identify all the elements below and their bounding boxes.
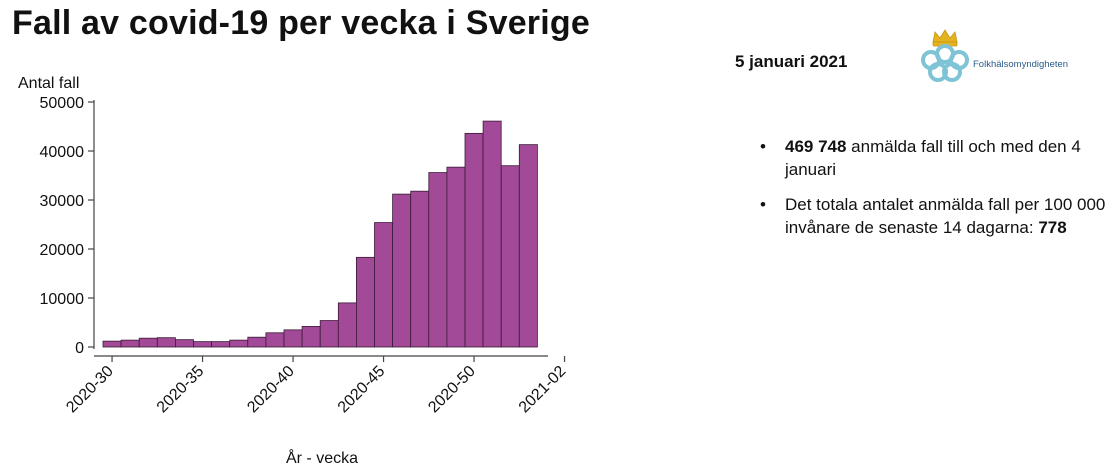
bar <box>229 339 249 348</box>
y-tick-label: 40000 <box>40 144 85 161</box>
page-title: Fall av covid-19 per vecka i Sverige <box>12 4 590 42</box>
weekly-cases-chart: Antal fall År - vecka 0 10000 20000 30000 40… <box>18 75 570 467</box>
bullet-incidence: • Det totala antalet anmälda fall per 10… <box>760 193 1110 239</box>
bullet-dot: • <box>760 195 766 214</box>
y-axis-label: Antal fall <box>18 75 79 92</box>
bar <box>156 337 176 348</box>
bar <box>500 165 520 348</box>
incidence-text: Det totala antalet anmälda fall per 100 … <box>785 195 1106 237</box>
report-date: 5 januari 2021 <box>735 52 848 71</box>
incidence-value: 778 <box>1038 218 1067 237</box>
bar <box>428 172 448 348</box>
logo-text: Folkhälsomyndigheten <box>973 59 1069 70</box>
bar <box>211 341 231 348</box>
x-tick-label: 2020-50 <box>425 363 479 417</box>
bar <box>319 320 339 348</box>
bar <box>464 132 484 348</box>
bar <box>301 326 321 348</box>
y-tick-label: 10000 <box>40 291 85 308</box>
x-tick-label: 2020-40 <box>244 363 298 417</box>
bar <box>410 190 430 348</box>
x-tick-label: 2020-45 <box>335 363 389 417</box>
bar <box>247 336 267 348</box>
bar <box>138 337 158 348</box>
y-tick-label: 20000 <box>40 242 85 259</box>
x-tick-label: 2021-02 <box>516 363 570 417</box>
x-axis-label: År - vecka <box>286 448 358 467</box>
y-tick-label: 0 <box>75 340 84 357</box>
bar <box>265 332 285 348</box>
bar <box>337 302 357 348</box>
bar <box>518 144 538 348</box>
bar <box>283 329 303 348</box>
y-tick-label: 50000 <box>40 95 85 112</box>
bar <box>482 120 502 348</box>
bullet-dot: • <box>760 137 766 156</box>
total-cases-value: 469 748 <box>785 137 847 156</box>
bar <box>374 222 394 348</box>
summary-bullets: • 469 748 anmälda fall till och med den … <box>760 135 1110 251</box>
y-tick-label: 30000 <box>40 193 85 210</box>
x-tick-label: 2020-30 <box>63 363 117 417</box>
x-tick-label: 2020-35 <box>154 363 208 417</box>
bar <box>392 193 412 348</box>
bar <box>193 341 213 348</box>
bar <box>120 339 140 348</box>
crown-rings-logo-icon <box>921 29 969 82</box>
bar <box>102 340 122 348</box>
bar <box>446 166 466 348</box>
bullet-total-cases: • 469 748 anmälda fall till och med den … <box>760 135 1110 181</box>
bar <box>174 339 194 348</box>
total-cases-text: anmälda fall till och med den 4 januari <box>785 137 1081 179</box>
bar <box>355 256 375 348</box>
